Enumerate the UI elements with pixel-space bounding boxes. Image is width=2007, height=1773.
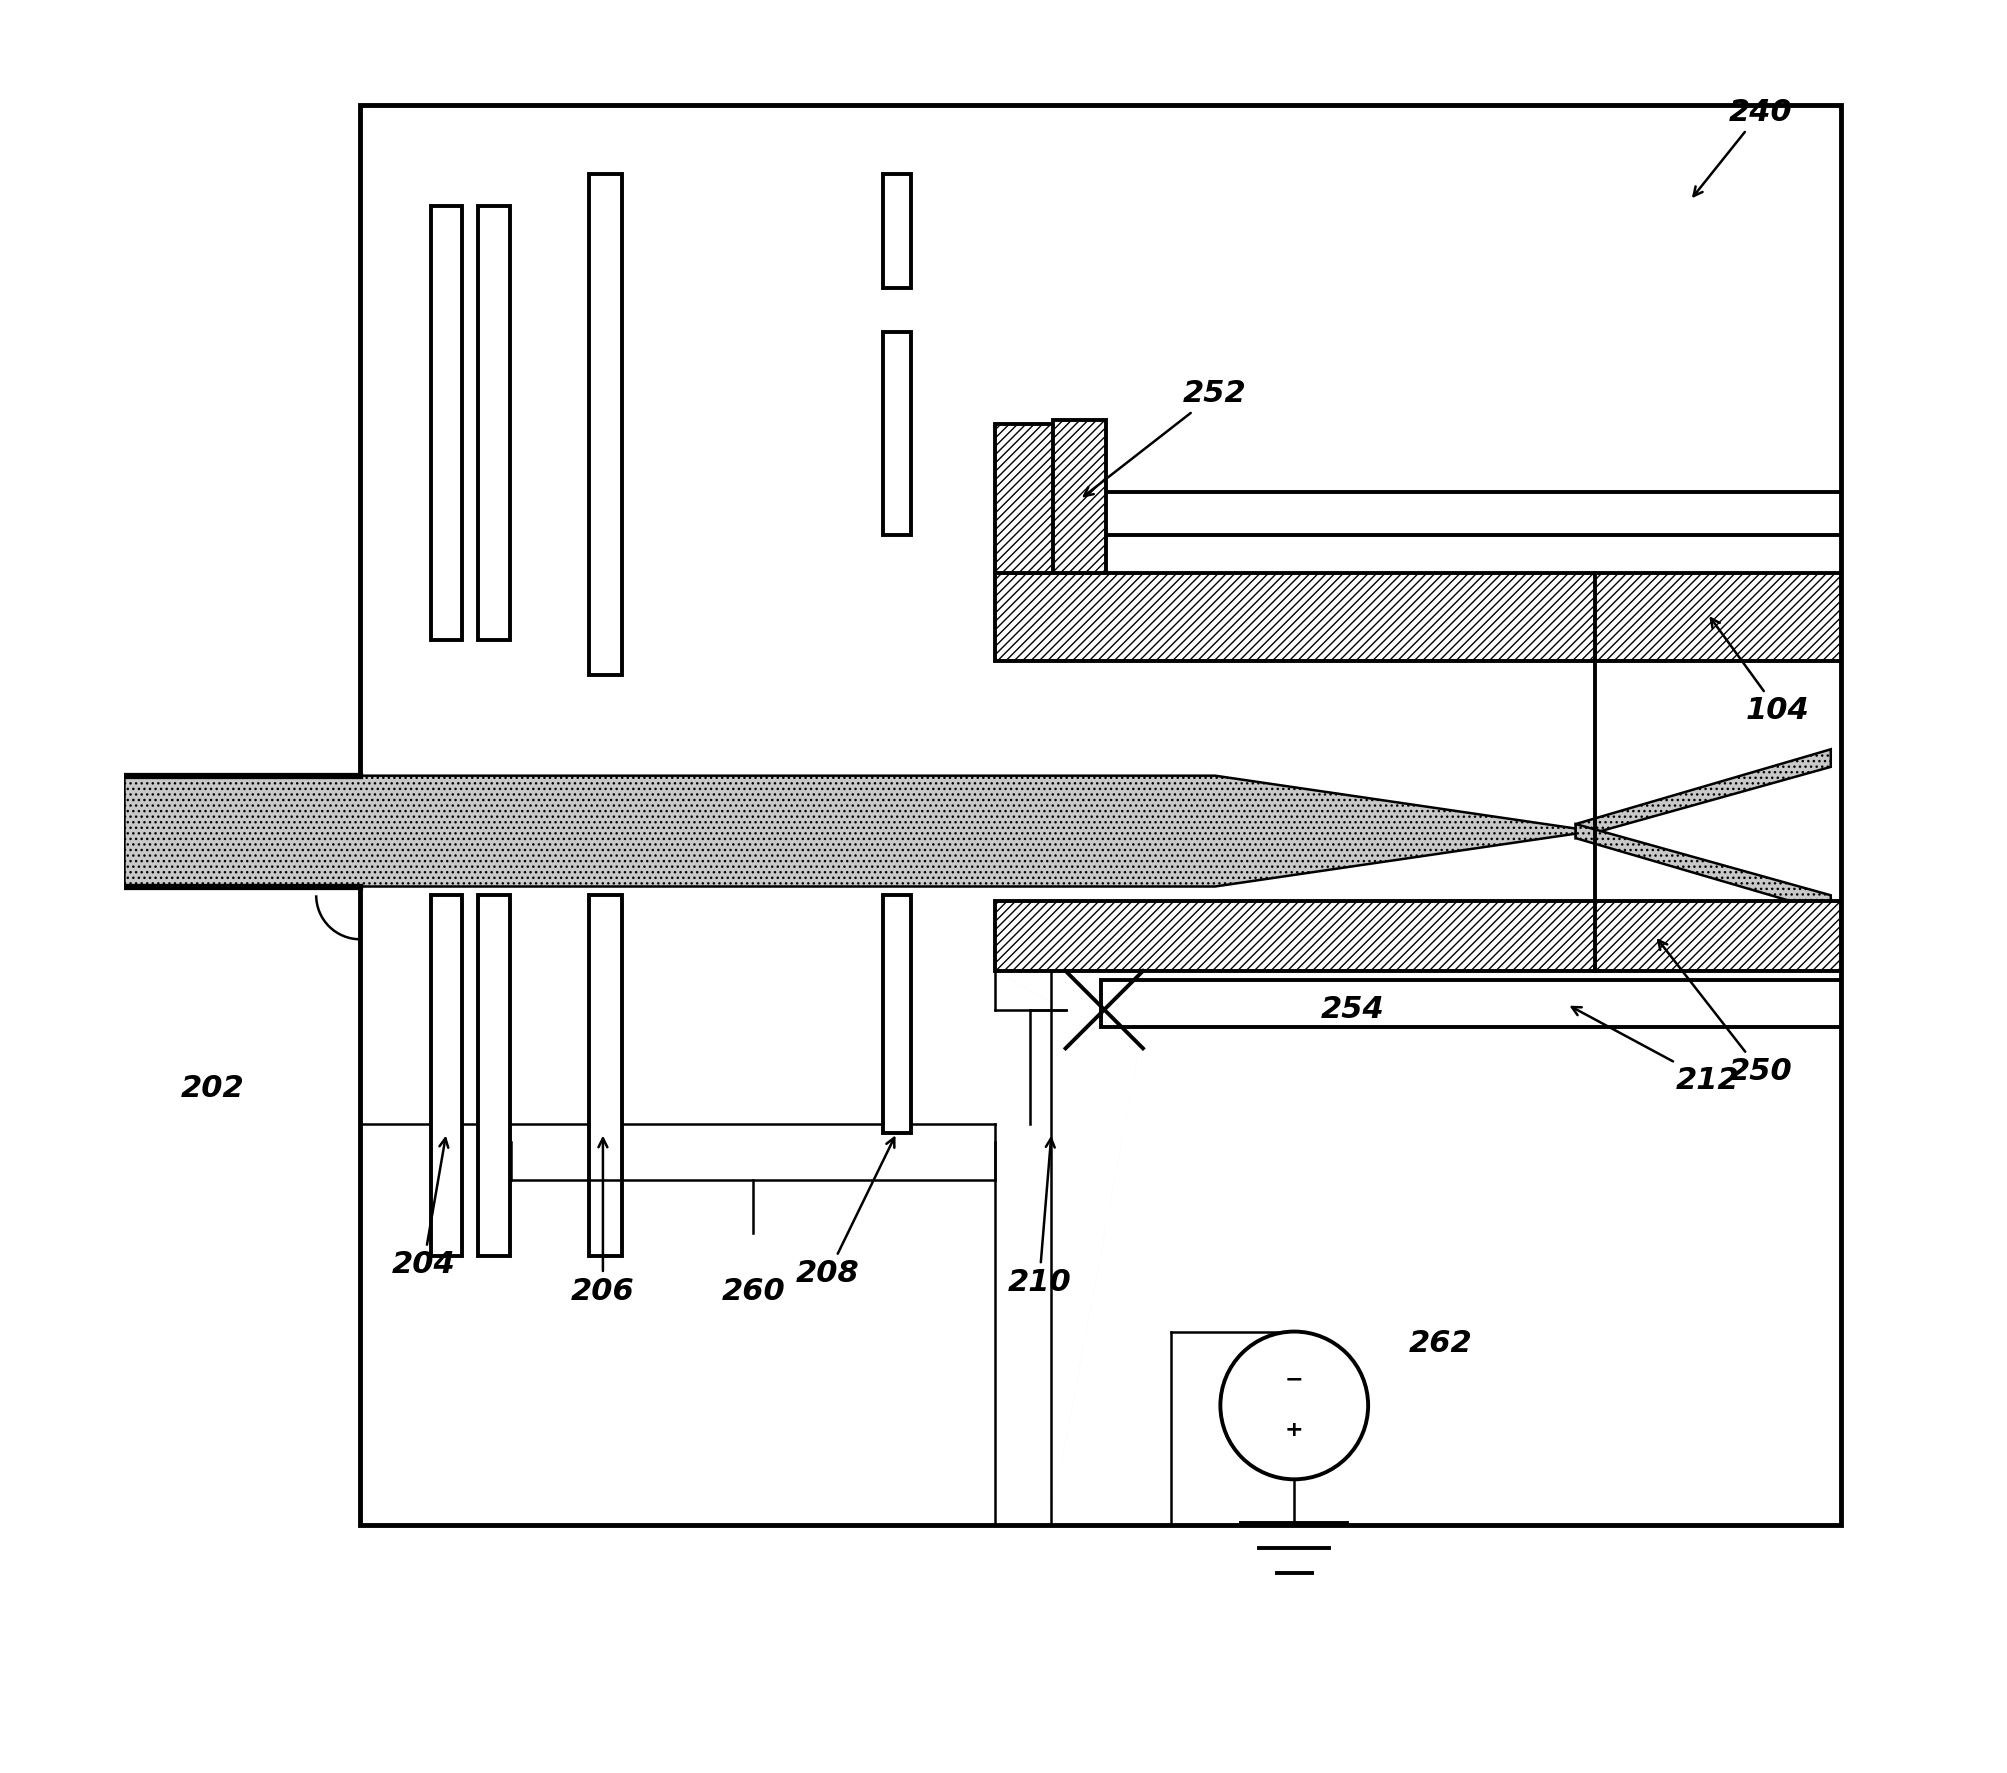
- Text: 104: 104: [1710, 619, 1808, 725]
- Text: 202: 202: [181, 1074, 245, 1103]
- Text: 208: 208: [797, 1138, 893, 1287]
- Text: 260: 260: [721, 1277, 785, 1305]
- Text: 250: 250: [1658, 940, 1792, 1085]
- Bar: [1100, 980, 1840, 1027]
- Bar: [883, 895, 911, 1133]
- Polygon shape: [124, 775, 1592, 886]
- Bar: [883, 332, 911, 535]
- Text: 206: 206: [570, 1138, 634, 1305]
- Bar: [995, 424, 1056, 573]
- Text: 252: 252: [1084, 379, 1246, 496]
- Text: 204: 204: [391, 1138, 456, 1278]
- Polygon shape: [1575, 824, 1830, 913]
- Text: 262: 262: [1407, 1330, 1471, 1358]
- Text: 212: 212: [1571, 1007, 1738, 1094]
- Bar: [478, 895, 510, 1255]
- Text: 210: 210: [1008, 1138, 1070, 1296]
- Bar: [588, 895, 622, 1255]
- Bar: [429, 206, 462, 640]
- Text: 254: 254: [1321, 995, 1383, 1025]
- Bar: [588, 174, 622, 676]
- Bar: [883, 174, 911, 289]
- Bar: [478, 206, 510, 640]
- Bar: [1100, 493, 1840, 535]
- Bar: [429, 895, 462, 1255]
- Bar: [995, 573, 1840, 661]
- Circle shape: [1220, 1332, 1367, 1479]
- Text: +: +: [1284, 1420, 1303, 1440]
- Text: −: −: [1284, 1369, 1303, 1388]
- Bar: [995, 901, 1840, 972]
- Polygon shape: [1575, 750, 1830, 839]
- Bar: [1054, 420, 1106, 573]
- Bar: [359, 105, 1840, 1525]
- Text: 240: 240: [1692, 98, 1792, 197]
